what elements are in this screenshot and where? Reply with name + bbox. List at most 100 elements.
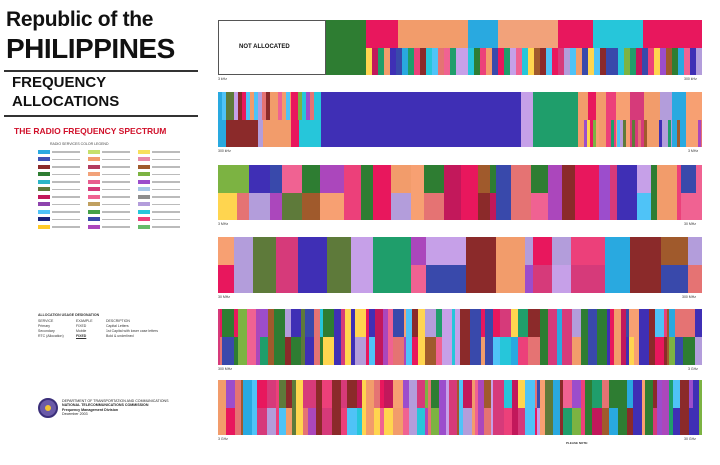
legend-item [88, 217, 138, 222]
allocation-block [303, 380, 308, 408]
legend-item [88, 202, 138, 207]
allocation-block [645, 407, 653, 435]
allocation-block [462, 47, 468, 75]
freq-label-start: 3 GHz [218, 437, 228, 441]
allocation-block [320, 337, 323, 365]
legend-item [88, 172, 138, 177]
allocation-block [388, 309, 393, 365]
spectrum-title: THE RADIO FREQUENCY SPECTRUM [14, 126, 167, 136]
legend-row [38, 208, 188, 216]
allocation-block [266, 92, 270, 120]
allocation-block [332, 380, 341, 435]
legend-item [38, 194, 88, 199]
allocation-block [380, 380, 384, 408]
allocation-block [636, 47, 642, 75]
legend-swatch [38, 194, 50, 199]
legend-item [88, 224, 138, 229]
left-panel: Republic of the PHILIPPINES FREQUENCY AL… [0, 0, 205, 465]
allocation-block [552, 237, 571, 265]
agency-line2: NATIONAL TELECOMMUNICATIONS COMMISSION [62, 403, 149, 408]
legend-swatch [138, 157, 150, 162]
freq-label-end: 30 MHz [684, 222, 697, 226]
allocation-block [222, 92, 226, 120]
legend-swatch [88, 149, 100, 154]
allocation-block [234, 237, 253, 293]
allocation-block [218, 237, 234, 265]
title-line1: Republic of the [6, 8, 154, 31]
allocation-block [291, 309, 301, 365]
allocation-block [500, 309, 511, 337]
legend-text-line [52, 211, 80, 213]
allocation-block [323, 337, 334, 365]
allocation-block [391, 165, 411, 193]
allocation-block [661, 237, 688, 265]
allocation-block [459, 380, 463, 435]
allocation-block [657, 380, 662, 435]
allocation-block [444, 47, 450, 75]
allocation-block [384, 47, 390, 75]
allocation-block [347, 407, 357, 435]
allocation-block [305, 309, 314, 365]
legend-row [38, 178, 188, 186]
allocation-block [609, 380, 618, 435]
allocation-block [610, 165, 617, 220]
allocation-block [548, 309, 557, 365]
legend-item [88, 194, 138, 199]
allocation-block [286, 92, 290, 120]
allocation-block [218, 20, 326, 75]
allocation-block [699, 380, 702, 435]
allocation-block [696, 165, 702, 220]
header-cell: DESCRIPTION [106, 319, 130, 323]
allocation-block [226, 380, 235, 435]
freq-label-start: 3 kHz [218, 77, 227, 81]
legend-text-line [152, 173, 180, 175]
legend-item [138, 179, 188, 184]
allocation-block [629, 337, 634, 365]
freq-label-end: 30 GHz [684, 437, 696, 441]
allocation-block [474, 47, 480, 75]
allocation-block [424, 192, 444, 220]
allocation-block [572, 380, 581, 408]
legend-item [38, 217, 88, 222]
allocation-block [463, 407, 472, 435]
table-cell: Mobile [76, 329, 87, 333]
allocation-block [683, 337, 695, 365]
allocation-block [470, 309, 481, 365]
legend-swatch [38, 209, 50, 214]
legend-text-line [102, 218, 130, 220]
allocation-block [409, 380, 417, 435]
legend-swatch [138, 224, 150, 229]
allocation-block [425, 309, 436, 365]
allocation-block [241, 380, 243, 435]
legend-row [38, 193, 188, 201]
allocation-block [412, 309, 418, 365]
legend-item [138, 157, 188, 162]
allocation-block [582, 47, 588, 75]
allocation-block [644, 119, 647, 147]
allocation-block [653, 380, 657, 435]
allocation-block [384, 380, 393, 435]
allocation-block [341, 407, 347, 435]
allocation-block [267, 407, 276, 435]
allocation-block [500, 309, 511, 365]
table-cell: FIXED [76, 334, 87, 338]
allocation-block [688, 265, 702, 293]
freq-label-start: 3 MHz [218, 222, 229, 226]
allocation-block [638, 119, 641, 147]
allocation-block [291, 92, 299, 147]
allocation-block [675, 337, 683, 365]
allocation-block [351, 309, 355, 365]
legend-item [38, 149, 88, 154]
allocation-block [657, 165, 677, 220]
allocation-block [238, 309, 247, 365]
allocation-block [298, 92, 302, 120]
legend-swatch [138, 172, 150, 177]
allocation-block [306, 92, 310, 120]
allocation-block [623, 119, 626, 147]
allocation-block [498, 47, 504, 75]
legend-swatch [88, 217, 100, 222]
legend-item [138, 164, 188, 169]
allocation-block [516, 47, 522, 75]
allocation-block [344, 165, 361, 220]
allocation-block [296, 380, 303, 435]
